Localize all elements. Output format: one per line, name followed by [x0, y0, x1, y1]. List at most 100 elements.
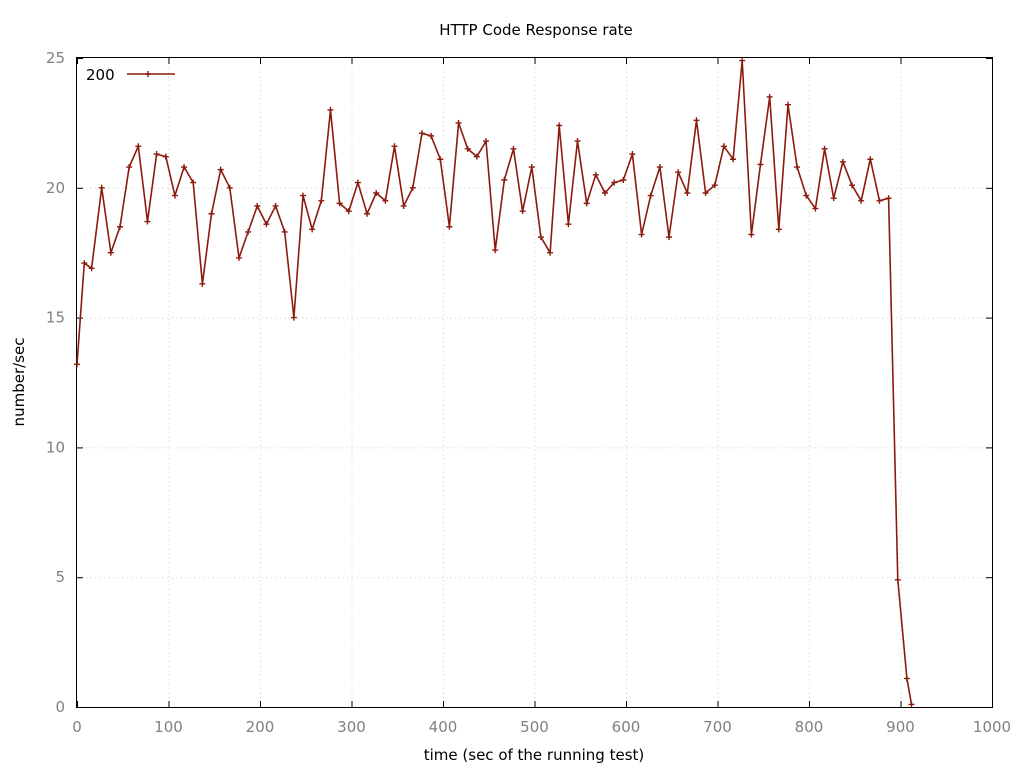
data-point — [510, 145, 517, 152]
data-point — [254, 202, 261, 209]
x-tick-label: 200 — [246, 718, 275, 736]
data-point — [656, 164, 663, 171]
legend-label: 200 — [86, 66, 115, 84]
data-point — [245, 228, 252, 235]
data-point — [199, 280, 206, 287]
data-point — [364, 210, 371, 217]
x-tick-label: 600 — [612, 718, 641, 736]
data-point — [574, 138, 581, 145]
data-point — [272, 202, 279, 209]
data-point — [107, 249, 114, 256]
data-point — [784, 101, 791, 108]
data-point — [391, 143, 398, 150]
data-point — [739, 57, 746, 64]
data-point — [235, 254, 242, 261]
x-axis-label: time (sec of the running test) — [424, 746, 645, 764]
data-point — [483, 138, 490, 145]
data-point — [592, 171, 599, 178]
grid — [77, 58, 992, 707]
data-point — [858, 197, 865, 204]
data-point — [281, 228, 288, 235]
data-point — [300, 192, 307, 199]
chart-title: HTTP Code Response rate — [439, 21, 633, 39]
y-tick-label: 5 — [55, 568, 65, 586]
series-layer — [74, 57, 915, 708]
data-point — [601, 189, 608, 196]
data-point — [327, 106, 334, 113]
data-point — [867, 156, 874, 163]
data-point — [803, 192, 810, 199]
data-point — [74, 361, 80, 368]
legend-marker — [145, 71, 151, 77]
data-point — [812, 205, 819, 212]
data-point — [290, 314, 297, 321]
data-point — [556, 122, 563, 129]
data-point — [821, 145, 828, 152]
data-point — [629, 151, 636, 158]
y-tick-label: 15 — [46, 309, 65, 327]
tick-labels: 0 100 200 300 400 500 600 700 800 900 1000 0 5 10 15 20… — [46, 49, 1011, 736]
axis-ticks — [77, 58, 993, 708]
data-point — [208, 210, 215, 217]
x-tick-label: 400 — [429, 718, 458, 736]
data-point — [876, 197, 883, 204]
data-point — [181, 164, 188, 171]
data-point — [492, 247, 499, 254]
x-tick-label: 0 — [72, 718, 82, 736]
data-point — [839, 158, 846, 165]
data-point — [263, 221, 270, 228]
y-tick-label: 20 — [46, 179, 65, 197]
data-point — [711, 182, 718, 189]
data-point — [830, 195, 837, 202]
data-point — [537, 234, 544, 241]
data-point — [547, 249, 554, 256]
data-point — [400, 202, 407, 209]
data-point — [418, 130, 425, 137]
data-point — [748, 231, 755, 238]
data-point — [455, 119, 462, 126]
data-point — [382, 197, 389, 204]
data-point — [190, 179, 197, 186]
data-point — [528, 164, 535, 171]
data-point — [81, 260, 88, 267]
data-point — [226, 184, 233, 191]
data-point — [428, 132, 435, 139]
data-point — [354, 179, 361, 186]
data-point — [473, 153, 480, 160]
y-tick-label: 10 — [46, 438, 65, 456]
data-point — [903, 675, 910, 682]
x-tick-label: 800 — [795, 718, 824, 736]
data-point — [117, 223, 124, 230]
data-point — [309, 226, 316, 233]
series-line-200 — [76, 59, 913, 705]
data-point — [446, 223, 453, 230]
data-point — [345, 208, 352, 215]
x-tick-label: 300 — [337, 718, 366, 736]
data-point — [849, 182, 856, 189]
data-point — [647, 192, 654, 199]
legend: 200 — [86, 66, 175, 84]
y-axis-label: number/sec — [10, 338, 28, 427]
data-point — [153, 151, 160, 158]
x-tick-label: 1000 — [973, 718, 1011, 736]
data-point — [464, 145, 471, 152]
data-point — [702, 189, 709, 196]
data-point — [757, 161, 764, 168]
data-point — [565, 221, 572, 228]
y-tick-label: 25 — [46, 49, 65, 67]
data-point — [894, 576, 901, 583]
data-point — [620, 177, 627, 184]
data-point — [162, 153, 169, 160]
data-point — [318, 197, 325, 204]
data-point — [908, 701, 915, 708]
data-point — [217, 166, 224, 173]
x-tick-label: 900 — [886, 718, 915, 736]
x-tick-label: 500 — [520, 718, 549, 736]
data-point — [684, 189, 691, 196]
data-point — [501, 177, 508, 184]
data-point — [135, 143, 142, 150]
data-point — [437, 156, 444, 163]
y-tick-label: 0 — [55, 698, 65, 716]
data-point — [675, 169, 682, 176]
